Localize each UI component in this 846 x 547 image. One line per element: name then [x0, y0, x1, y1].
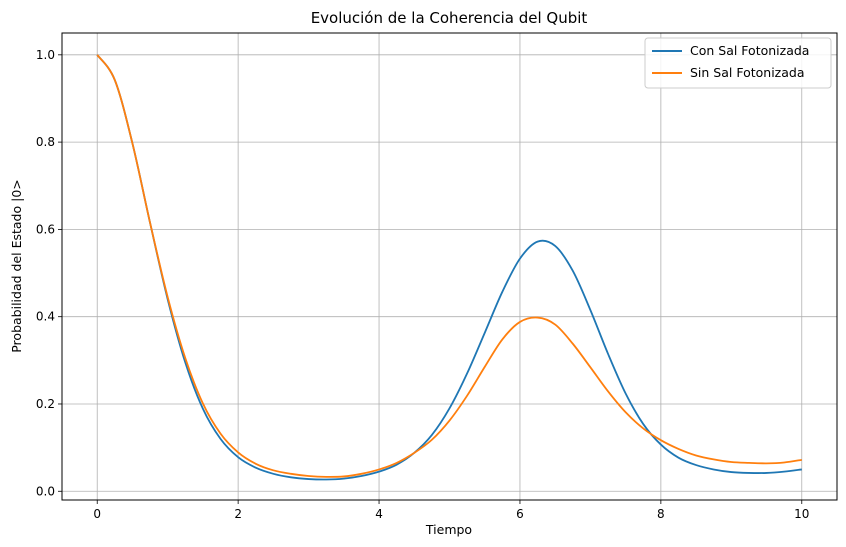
x-tick-label: 8: [657, 507, 665, 521]
x-tick-label: 0: [93, 507, 101, 521]
x-tick-label: 4: [375, 507, 383, 521]
y-axis-label: Probabilidad del Estado |0>: [9, 179, 24, 353]
chart-title: Evolución de la Coherencia del Qubit: [311, 9, 588, 27]
tick-layer: 0 2 4 6 8 10 0.0 0.2 0.4 0.6 0.8 1.0: [36, 48, 810, 521]
x-tick-label: 6: [516, 507, 524, 521]
legend-box: [644, 37, 832, 89]
series-line-con-sal: [96, 54, 802, 481]
legend-label-con-sal: Con Sal Fotonizada: [690, 43, 809, 58]
y-tick-label: 0.6: [36, 222, 55, 236]
plot-frame: [61, 32, 838, 501]
x-tick-label: 2: [234, 507, 242, 521]
y-tick-label: 0.4: [36, 310, 55, 324]
series-line-sin-sal: [96, 54, 802, 478]
series-layer: [96, 54, 802, 481]
x-axis-label: Tiempo: [425, 522, 472, 537]
y-tick-label: 0.2: [36, 397, 55, 411]
grid-layer: [62, 33, 837, 500]
legend: Con Sal Fotonizada Sin Sal Fotonizada: [644, 37, 832, 89]
legend-label-sin-sal: Sin Sal Fotonizada: [690, 65, 805, 80]
y-tick-label: 0.8: [36, 135, 55, 149]
y-tick-label: 1.0: [36, 48, 55, 62]
y-tick-label: 0.0: [36, 484, 55, 498]
x-tick-label: 10: [794, 507, 809, 521]
